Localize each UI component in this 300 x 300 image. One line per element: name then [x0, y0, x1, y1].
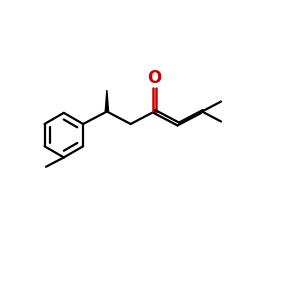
Text: O: O — [147, 68, 162, 86]
Polygon shape — [105, 90, 109, 112]
